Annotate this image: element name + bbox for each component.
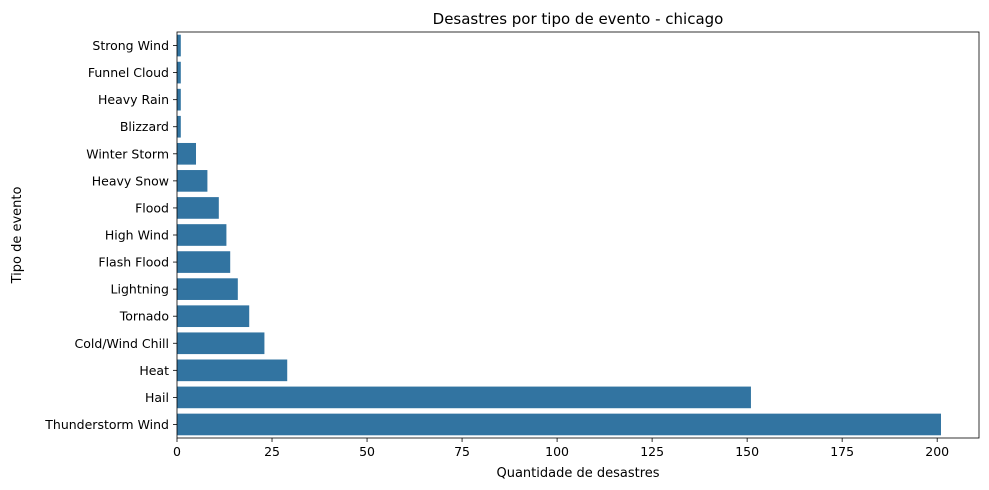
bar-winter-storm (177, 142, 197, 165)
y-tick-label: Tornado (119, 309, 169, 324)
y-tick-label: Cold/Wind Chill (75, 336, 169, 351)
y-tick-label: Heavy Rain (98, 92, 169, 107)
y-tick-label: Hail (145, 390, 169, 405)
x-tick-label: 150 (735, 444, 759, 459)
y-tick-label: Heat (139, 363, 169, 378)
bar-heavy-rain (177, 88, 181, 111)
bar-blizzard (177, 115, 181, 138)
bar-funnel-cloud (177, 61, 181, 84)
bar-hail (177, 386, 751, 409)
y-tick-label: Flood (135, 200, 169, 215)
x-axis-label: Quantidade de desastres (496, 466, 659, 481)
bar-cold-wind-chill (177, 332, 265, 355)
x-tick-label: 25 (264, 444, 280, 459)
x-tick-label: 0 (173, 444, 181, 459)
bar-flood (177, 197, 219, 219)
x-tick-label: 175 (830, 444, 854, 459)
x-tick-label: 200 (925, 444, 949, 459)
bar-flash-flood (177, 251, 231, 273)
plot-frame (176, 31, 980, 439)
bar-thunderstorm-wind (177, 413, 941, 436)
y-tick-label: Heavy Snow (92, 173, 169, 188)
y-axis-label: Tipo de evento (10, 187, 25, 285)
y-tick-label: Blizzard (120, 119, 169, 134)
y-tick-label: Winter Storm (86, 146, 169, 161)
bar-high-wind (177, 224, 227, 246)
y-tick-label: Strong Wind (92, 38, 169, 53)
y-tick-label: Lightning (111, 282, 169, 297)
x-tick-label: 50 (359, 444, 375, 459)
y-tick-label: Funnel Cloud (88, 65, 169, 80)
bar-heat (177, 359, 288, 382)
chart-title: Desastres por tipo de evento - chicago (433, 10, 724, 28)
x-tick-label: 125 (640, 444, 664, 459)
y-tick-label: Thunderstorm Wind (44, 417, 169, 432)
y-tick-label: High Wind (105, 228, 169, 243)
bar-strong-wind (177, 34, 181, 57)
bar-lightning (177, 278, 238, 300)
y-ticks: Strong Wind Funnel Cloud Heavy Rain Blizzar… (44, 38, 177, 432)
bars-group (177, 34, 941, 436)
x-tick-label: 75 (454, 444, 470, 459)
x-tick-label: 100 (545, 444, 569, 459)
bar-tornado (177, 305, 250, 328)
bar-heavy-snow (177, 170, 208, 192)
y-tick-label: Flash Flood (98, 255, 169, 270)
x-ticks: 0 25 50 75 100 125 150 175 200 (173, 438, 949, 459)
